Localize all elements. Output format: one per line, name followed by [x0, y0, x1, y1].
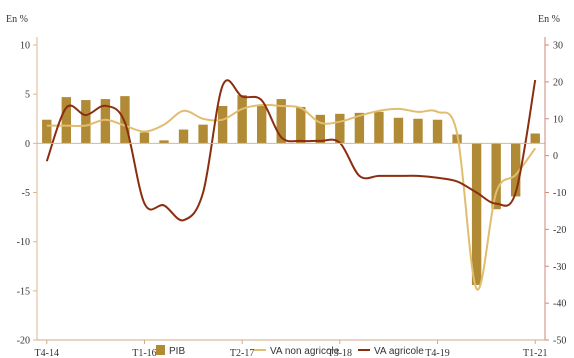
right-tick-label: 10	[553, 114, 563, 125]
x-tick-label: T4-19	[425, 348, 449, 358]
legend: PIB VA non agricole VA agricole	[156, 345, 424, 357]
right-unit-label: En %	[538, 14, 560, 25]
pib-bar	[393, 117, 404, 144]
legend-label: VA non agricole	[270, 346, 340, 357]
legend-label: PIB	[169, 346, 185, 357]
pib-bar	[413, 118, 423, 144]
va-non-agricole-line	[46, 103, 537, 291]
x-tick-label: T1-16	[132, 348, 156, 358]
right-tick-label: 0	[553, 151, 558, 162]
axis-ticks: 10 5 0 -5 -10 -15 -20 30 20 10 0 -10 -20 -30 -40 -50 T4-…	[17, 41, 567, 358]
pib-bar	[374, 111, 384, 144]
left-tick-label: 10	[20, 41, 30, 52]
pib-bar	[237, 95, 247, 144]
pib-bar	[198, 124, 208, 144]
right-tick-label: 20	[553, 77, 563, 88]
left-tick-label: -10	[17, 237, 30, 248]
left-unit-label: En %	[6, 14, 28, 25]
pib-bar	[296, 106, 306, 144]
left-tick-label: -15	[17, 286, 30, 297]
pib-bar	[354, 112, 365, 144]
pib-bar	[139, 132, 150, 144]
legend-label: VA agricole	[374, 346, 424, 357]
pib-bar	[42, 119, 52, 144]
pib-bar	[257, 104, 267, 144]
pib-bar	[432, 119, 443, 144]
left-tick-label: 0	[25, 139, 30, 150]
left-tick-label: -20	[17, 336, 30, 347]
pib-bars	[42, 95, 540, 285]
left-tick-label: -5	[22, 188, 30, 199]
right-tick-label: -20	[553, 225, 566, 236]
x-tick-label: T4-14	[35, 348, 59, 358]
right-tick-label: -50	[553, 336, 566, 347]
pib-bar	[217, 105, 228, 144]
pib-bar	[511, 143, 521, 197]
legend-swatch-pib	[156, 345, 165, 355]
right-tick-label: -40	[553, 299, 566, 310]
right-tick-label: -30	[553, 262, 566, 273]
x-tick-label: T1-21	[523, 348, 547, 358]
pib-bar	[315, 114, 325, 144]
pib-bar	[530, 133, 540, 144]
left-tick-label: 5	[25, 90, 30, 101]
pib-bar	[100, 99, 111, 144]
pib-bar	[61, 97, 71, 144]
pib-bar	[335, 113, 345, 144]
right-tick-label: 30	[553, 41, 563, 52]
x-tick-label: T2-17	[230, 348, 254, 358]
pib-bar	[120, 96, 130, 144]
pib-bar	[452, 134, 462, 144]
pib-bar	[276, 99, 286, 144]
pib-bar	[471, 143, 482, 285]
pib-bar	[491, 143, 501, 210]
right-tick-label: -10	[553, 188, 566, 199]
va-agricole-line	[45, 79, 537, 222]
pib-bar	[81, 100, 91, 144]
pib-bar	[159, 140, 169, 144]
pib-bar	[178, 129, 189, 144]
x-tick-label: T3-18	[328, 348, 352, 358]
